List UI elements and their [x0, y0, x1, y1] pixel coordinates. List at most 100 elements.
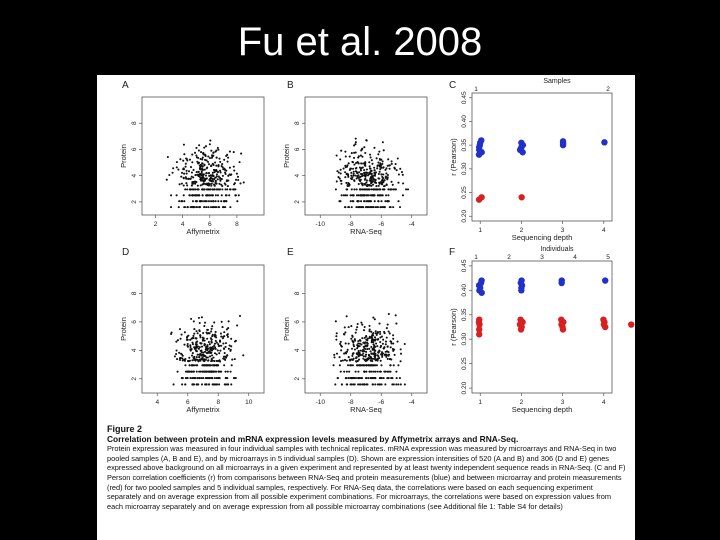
panel-d-data-point — [218, 383, 221, 386]
panel-b-data-point — [393, 167, 396, 170]
panel-a-data-point — [215, 182, 218, 185]
slide-title: Fu et al. 2008 — [237, 20, 483, 64]
panel-a-data-point — [214, 194, 217, 197]
panel-c-ytick-label: 0.40 — [461, 115, 468, 128]
panel-a-data-point — [220, 194, 223, 197]
panel-b-data-point — [366, 194, 369, 197]
panel-d-data-point — [178, 358, 182, 362]
panel-e-data-point — [335, 338, 338, 341]
panel-e-data-point — [365, 350, 368, 353]
panel-e-data-point — [369, 356, 373, 359]
panel-b-data-point — [349, 194, 352, 197]
panel-d-data-point — [181, 359, 184, 362]
panel-e-data-point — [392, 334, 395, 337]
panel-d-xlabel: Affymetrix — [186, 405, 219, 414]
panel-f-xtick-label: 3 — [561, 399, 565, 406]
panel-e-data-point — [399, 360, 402, 363]
panel-e-data-point — [394, 314, 397, 317]
panel-e-data-point — [374, 349, 377, 352]
panel-a-data-point — [191, 194, 194, 197]
panel-a-data-point — [215, 168, 218, 171]
panel-e-data-point — [360, 354, 364, 357]
panel-a-data-point — [188, 194, 191, 197]
panel-e-data-point — [357, 383, 360, 386]
panel-b-data-point — [369, 177, 372, 180]
panel-d-data-point — [230, 364, 233, 367]
panel-a-data-point — [209, 174, 212, 177]
panel-a-data-point — [215, 206, 218, 209]
panel-d-data-point — [196, 345, 199, 348]
panel-e-data-point — [395, 383, 398, 386]
panel-d-data-point — [215, 336, 218, 339]
panel-e-data-point — [376, 383, 379, 386]
panel-e-data-point — [350, 347, 354, 350]
panel-e-data-point — [361, 350, 364, 353]
panel-a-data-point — [217, 206, 220, 209]
panel-a-data-point — [227, 156, 230, 159]
panel-b-data-point — [344, 194, 347, 197]
panel-d-data-point — [208, 351, 211, 354]
panel-e-data-point — [397, 383, 400, 386]
panel-e-data-point — [347, 377, 350, 380]
panel-b-data-point — [370, 178, 373, 181]
panel-e-data-point — [357, 370, 360, 373]
panel-f-ytick-label: 0.40 — [461, 284, 468, 297]
panel-a-data-point — [205, 159, 208, 162]
panel-b-data-point — [359, 154, 362, 157]
panel-e-data-point — [371, 360, 374, 363]
panel-a-ytick-label: 8 — [131, 121, 138, 125]
panel-e-data-point — [335, 352, 339, 355]
panel-b-data-point — [370, 172, 373, 175]
panel-e-data-point — [368, 347, 371, 350]
panel-a-data-point — [217, 200, 220, 203]
panel-b-data-point — [368, 161, 371, 164]
panel-a-data-point — [237, 194, 240, 197]
panel-b-data-point — [378, 181, 381, 184]
panel-e-data-point — [364, 355, 367, 358]
panel-a-data-point — [227, 179, 230, 182]
panel-b-xtick-label: -10 — [316, 221, 326, 228]
panel-d-data-point — [207, 341, 210, 344]
panel-e-data-point — [343, 370, 346, 373]
panel-e-data-point — [368, 330, 371, 333]
panel-d-data-point — [206, 352, 209, 355]
panel-a-data-point — [210, 164, 213, 167]
panel-c-ytick-label: 0.45 — [461, 91, 468, 104]
panel-b-data-point — [385, 167, 388, 170]
panel-d-data-point — [198, 355, 201, 359]
panel-a-data-point — [191, 161, 194, 164]
panel-b-data-point — [363, 188, 366, 191]
panel-f-frame — [471, 260, 613, 394]
panel-d-data-point — [210, 370, 213, 373]
panel-b-data-point — [368, 165, 371, 168]
panel-d-data-point — [200, 377, 203, 380]
panel-a-data-point — [207, 155, 210, 158]
panel-e-data-point — [377, 357, 380, 360]
panel-e-data-point — [367, 377, 370, 380]
panel-a-data-point — [205, 167, 208, 170]
panel-a-ytick-label: 2 — [131, 200, 138, 204]
panel-d-data-point — [213, 383, 216, 386]
panel-e-data-point — [356, 322, 359, 326]
panel-d-data-point — [215, 359, 218, 362]
panel-e-data-point — [390, 342, 393, 345]
panel-d-data-point — [179, 356, 182, 359]
panel-a-data-point — [195, 206, 198, 209]
panel-a-data-point — [222, 168, 225, 171]
panel-e-data-point — [372, 364, 375, 367]
panel-c-xtick-label: 3 — [561, 227, 565, 234]
panel-a-data-point — [213, 184, 216, 187]
panel-c-series1-point — [475, 196, 483, 203]
panel-a-data-point — [238, 161, 241, 164]
panel-b-data-point — [352, 172, 355, 175]
panel-a-data-point — [222, 200, 225, 203]
panel-b-data-point — [369, 153, 372, 156]
panel-a-data-point — [229, 188, 232, 191]
panel-f-letter: F — [449, 247, 455, 258]
panel-e-data-point — [362, 345, 365, 348]
panel-d-data-point — [215, 370, 218, 373]
panel-a-data-point — [177, 168, 180, 171]
panel-e-data-point — [397, 364, 400, 367]
panel-a-data-point — [228, 166, 231, 169]
panel-b-data-point — [361, 188, 364, 191]
